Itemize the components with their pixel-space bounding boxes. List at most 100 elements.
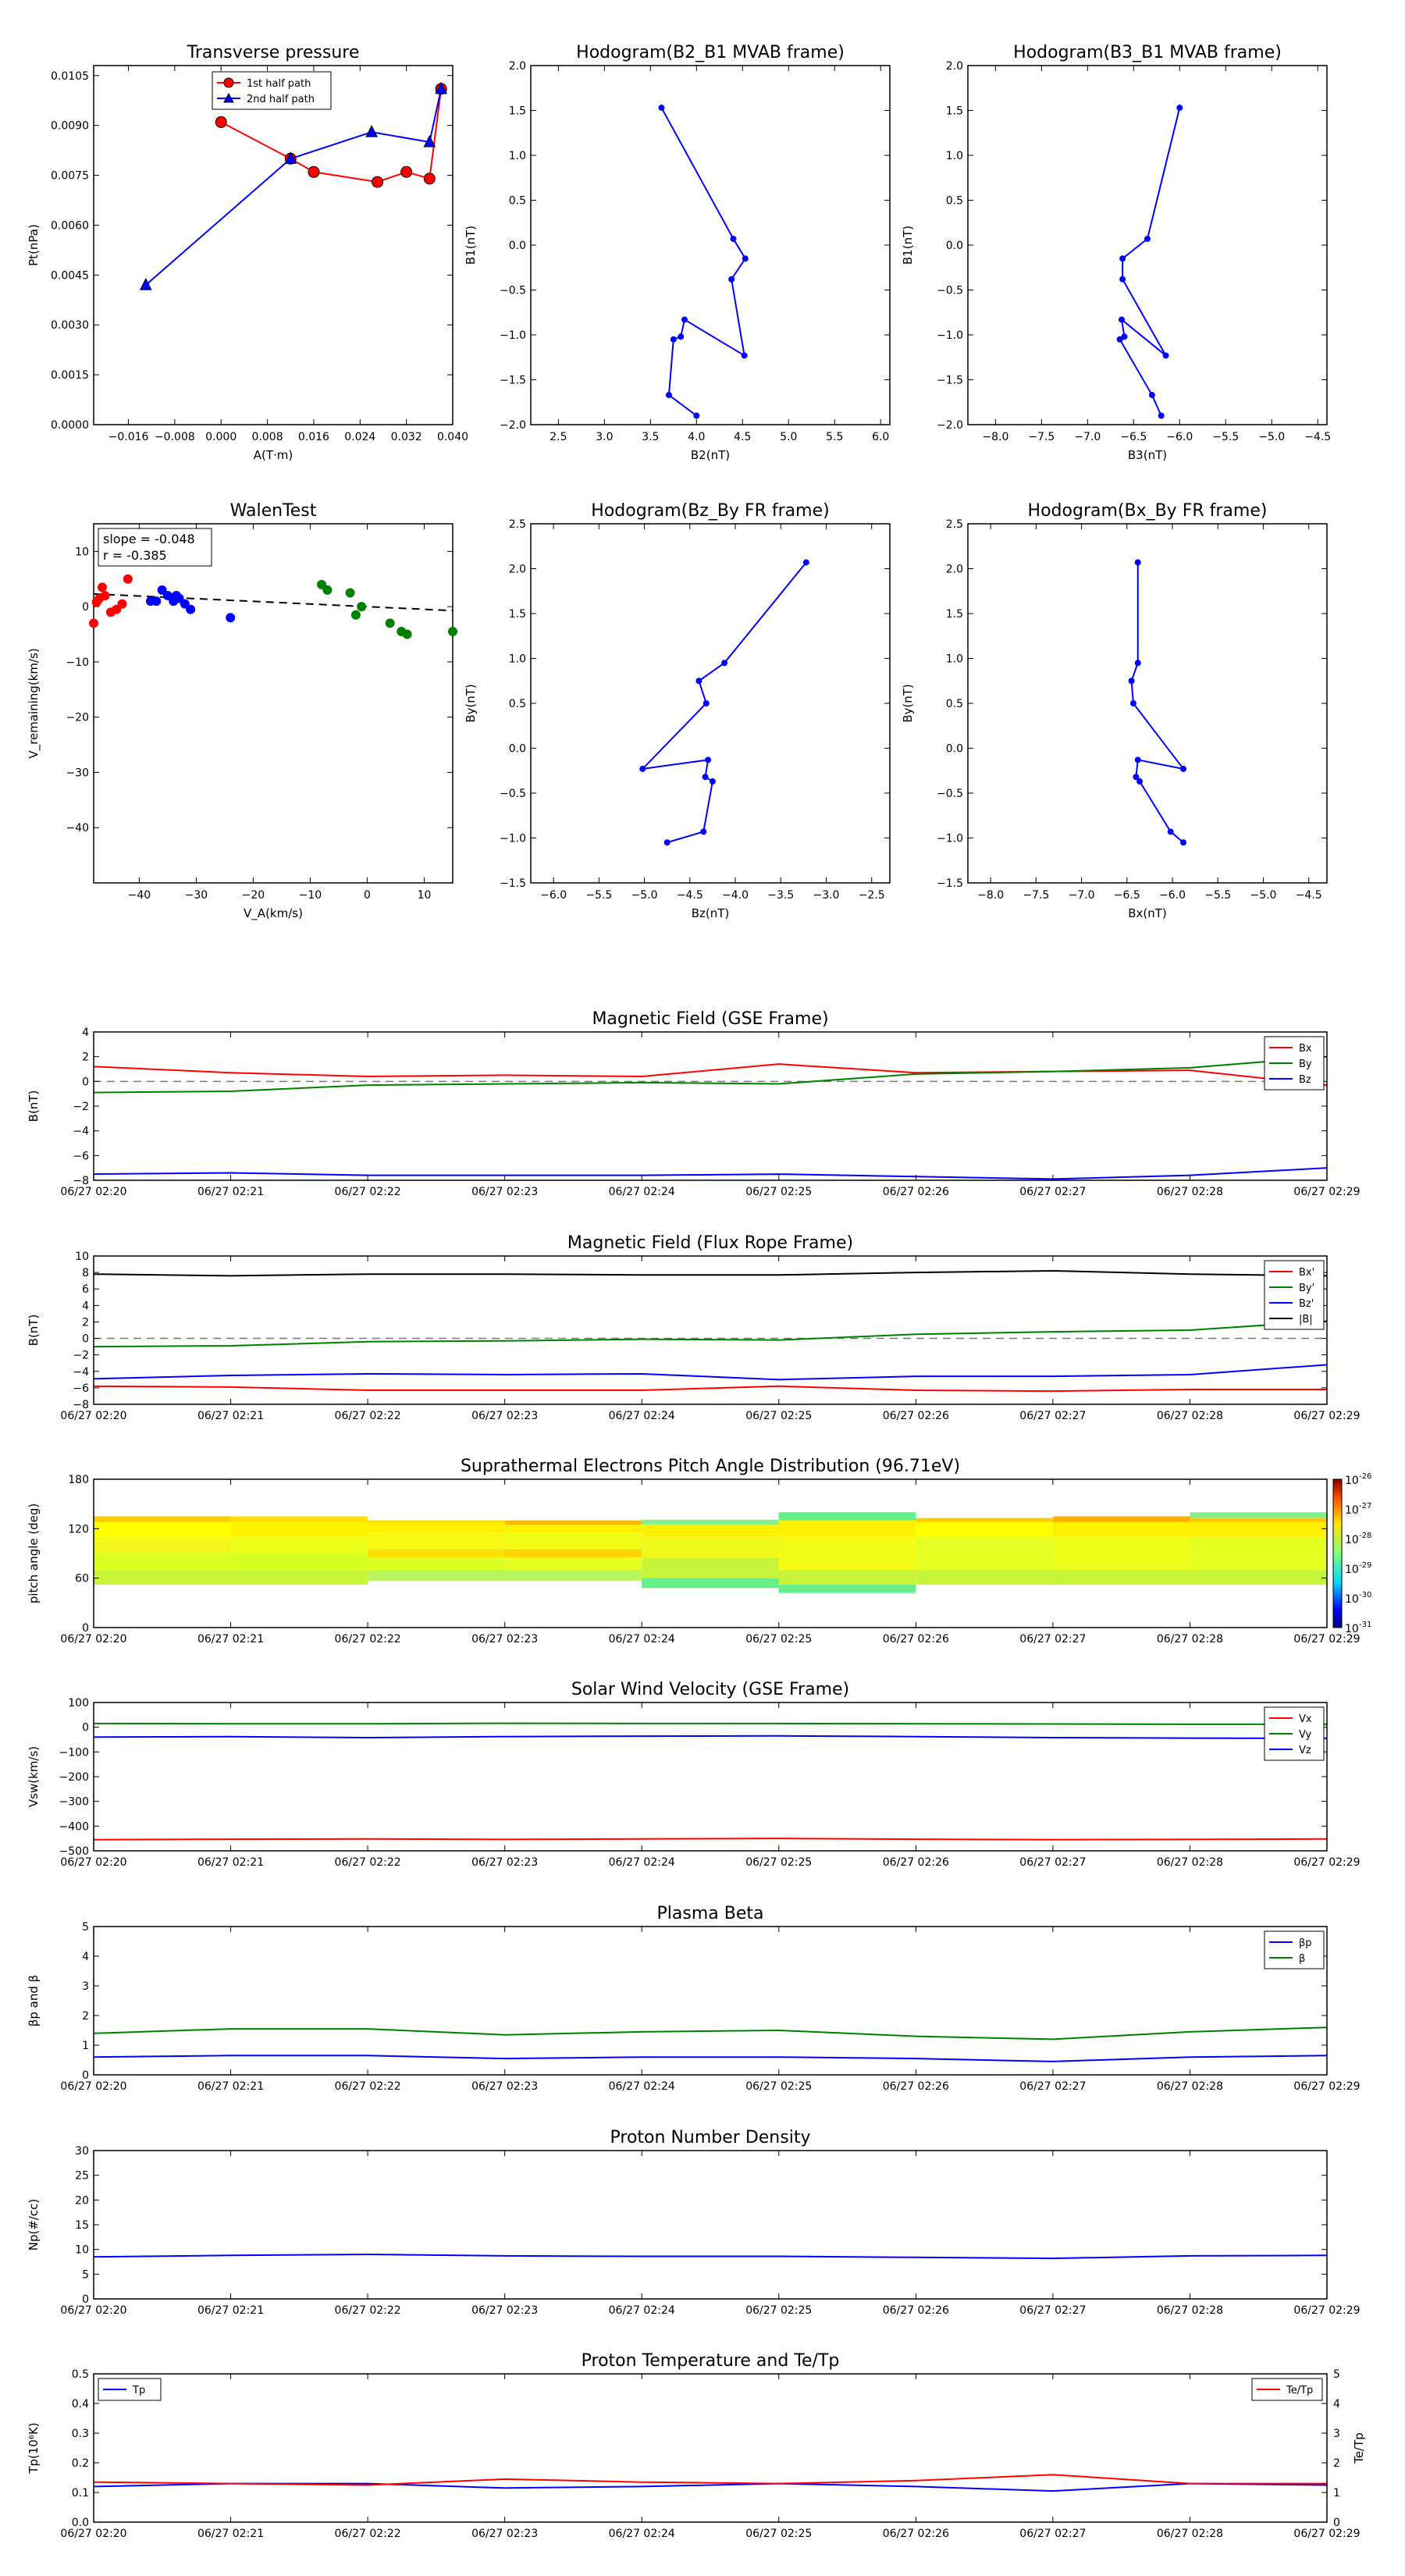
y-tick-label: 1.0 bbox=[946, 653, 963, 666]
colorbar-tick-exponent: -27 bbox=[1359, 1502, 1371, 1510]
y-tick-label: −2.0 bbox=[937, 419, 963, 432]
x-tick-label: −6.0 bbox=[1159, 889, 1186, 902]
data-point bbox=[385, 618, 395, 628]
y-tick-label: 0.0015 bbox=[51, 369, 89, 382]
x-tick-label: −4.0 bbox=[722, 889, 749, 902]
x-tick-label: 06/27 02:25 bbox=[745, 1633, 812, 1646]
legend-label: Bz' bbox=[1299, 1298, 1314, 1310]
x-tick-label: 06/27 02:22 bbox=[335, 1856, 401, 1869]
data-point bbox=[435, 81, 447, 94]
data-point bbox=[89, 618, 98, 628]
heatmap-cell bbox=[642, 1536, 779, 1558]
y2-tick-label: 4 bbox=[1333, 2398, 1340, 2411]
x-tick-label: 06/27 02:20 bbox=[60, 2528, 126, 2540]
y-tick-label: −2.0 bbox=[500, 419, 526, 432]
y-tick-label: 6 bbox=[82, 1283, 89, 1296]
y-tick-label: −4 bbox=[73, 1126, 89, 1138]
y-tick-label: 30 bbox=[75, 2145, 89, 2158]
x-tick-label: −4.5 bbox=[1304, 431, 1331, 443]
y-tick-label: −40 bbox=[66, 822, 89, 834]
y-axis-label: βp and β bbox=[27, 1975, 41, 2026]
x-tick-label: 06/27 02:21 bbox=[197, 2080, 264, 2093]
y-axis-label: Np(#/cc) bbox=[27, 2199, 41, 2251]
x-tick-label: 06/27 02:23 bbox=[471, 1856, 538, 1869]
x-tick-label: 06/27 02:24 bbox=[609, 1186, 675, 1198]
heatmap-cell bbox=[368, 1520, 505, 1522]
y-tick-label: 0.0030 bbox=[51, 319, 89, 332]
x-tick-label: 06/27 02:20 bbox=[60, 1856, 126, 1869]
heatmap-cell bbox=[916, 1517, 1053, 1522]
y2-tick-label: 3 bbox=[1333, 2428, 1340, 2440]
x-tick-label: 0.024 bbox=[344, 431, 375, 443]
x-axis-label: Bz(nT) bbox=[692, 906, 730, 920]
heatmap-cell bbox=[1052, 1570, 1190, 1585]
chart-title: Proton Temperature and Te/Tp bbox=[582, 2351, 840, 2371]
chart-title: Solar Wind Velocity (GSE Frame) bbox=[571, 1680, 849, 1699]
colorbar-tick-label: 10 bbox=[1345, 1623, 1359, 1635]
chart-panel-4: WalenTest V_A(km/s) V_remaining(km/s) −40 −3… bbox=[27, 501, 457, 921]
heatmap-cell bbox=[642, 1578, 779, 1589]
data-point bbox=[171, 591, 181, 600]
legend-label: Te/Tp bbox=[1286, 2385, 1313, 2396]
y-tick-label: 1.5 bbox=[946, 608, 963, 621]
x-tick-label: 06/27 02:21 bbox=[197, 1633, 264, 1646]
x-axis-label: A(T·m) bbox=[254, 448, 293, 462]
y-tick-label: −0.5 bbox=[500, 285, 526, 297]
x-tick-label: −20 bbox=[242, 889, 265, 902]
y-tick-label: 2.0 bbox=[509, 564, 526, 576]
series-line bbox=[93, 1735, 1328, 1739]
x-tick-label: −7.5 bbox=[1023, 889, 1049, 902]
legend-label: Vz bbox=[1299, 1745, 1311, 1756]
y-axis-label: B1(nT) bbox=[901, 226, 915, 265]
series-line bbox=[93, 1167, 1328, 1180]
data-point bbox=[728, 276, 735, 283]
x-tick-label: 3.0 bbox=[596, 431, 613, 443]
series-line bbox=[93, 1838, 1328, 1841]
x-tick-label: 6.0 bbox=[872, 431, 889, 443]
chart-panel-11: Plasma Beta βp and β 06/27 02:20 06/27 02:2… bbox=[27, 1904, 1361, 2093]
heatmap-cell bbox=[368, 1521, 505, 1533]
chart-panel-2: Hodogram(B2_B1 MVAB frame) B2(nT) B1(nT) 2.… bbox=[464, 43, 891, 462]
y-tick-label: 0.3 bbox=[72, 2428, 89, 2440]
data-point bbox=[400, 165, 413, 178]
x-tick-label: 06/27 02:27 bbox=[1019, 1856, 1086, 1869]
x-tick-label: 0.040 bbox=[437, 431, 468, 443]
y-tick-label: −8 bbox=[73, 1175, 89, 1187]
series-line bbox=[640, 561, 807, 844]
data-point bbox=[702, 700, 710, 706]
y-tick-label: 5 bbox=[82, 1921, 89, 1934]
y-tick-label: 0.0105 bbox=[51, 70, 89, 83]
data-point bbox=[1148, 392, 1155, 399]
series-line bbox=[93, 1055, 1328, 1094]
x-tick-label: 06/27 02:22 bbox=[335, 1186, 401, 1198]
heatmap-cell bbox=[504, 1532, 642, 1550]
data-point bbox=[1162, 352, 1169, 359]
x-tick-label: 06/27 02:24 bbox=[609, 2528, 675, 2540]
annotation-box bbox=[98, 528, 212, 567]
heatmap-cell bbox=[94, 1521, 231, 1537]
x-tick-label: 06/27 02:25 bbox=[745, 1410, 812, 1422]
x-tick-label: 06/27 02:23 bbox=[471, 2528, 538, 2540]
y-tick-label: 2 bbox=[82, 1316, 89, 1329]
y-tick-label: −1.5 bbox=[937, 375, 963, 387]
heatmap-cell bbox=[94, 1516, 231, 1522]
data-point bbox=[663, 839, 670, 846]
y-tick-label: −1.5 bbox=[500, 375, 526, 387]
y-axis-label: Vsw(km/s) bbox=[27, 1746, 41, 1807]
x-tick-label: 06/27 02:28 bbox=[1157, 1856, 1223, 1869]
heatmap-cell bbox=[642, 1525, 779, 1537]
data-point bbox=[1119, 276, 1126, 283]
y-tick-label: 0.5 bbox=[946, 698, 963, 710]
y-tick-label: 0.0045 bbox=[51, 269, 89, 282]
x-tick-label: −5.5 bbox=[585, 889, 612, 902]
y-tick-label: −6 bbox=[73, 1150, 89, 1162]
data-point bbox=[448, 627, 457, 636]
legend-box bbox=[212, 71, 332, 110]
heatmap-cell bbox=[230, 1521, 368, 1537]
chart-title: Transverse pressure bbox=[187, 43, 360, 62]
y-tick-label: 0.0075 bbox=[51, 170, 89, 183]
y-tick-label: 0 bbox=[82, 1076, 89, 1088]
x-tick-label: 06/27 02:26 bbox=[883, 1633, 949, 1646]
data-point bbox=[695, 678, 702, 685]
legend-label: |B| bbox=[1299, 1314, 1313, 1325]
